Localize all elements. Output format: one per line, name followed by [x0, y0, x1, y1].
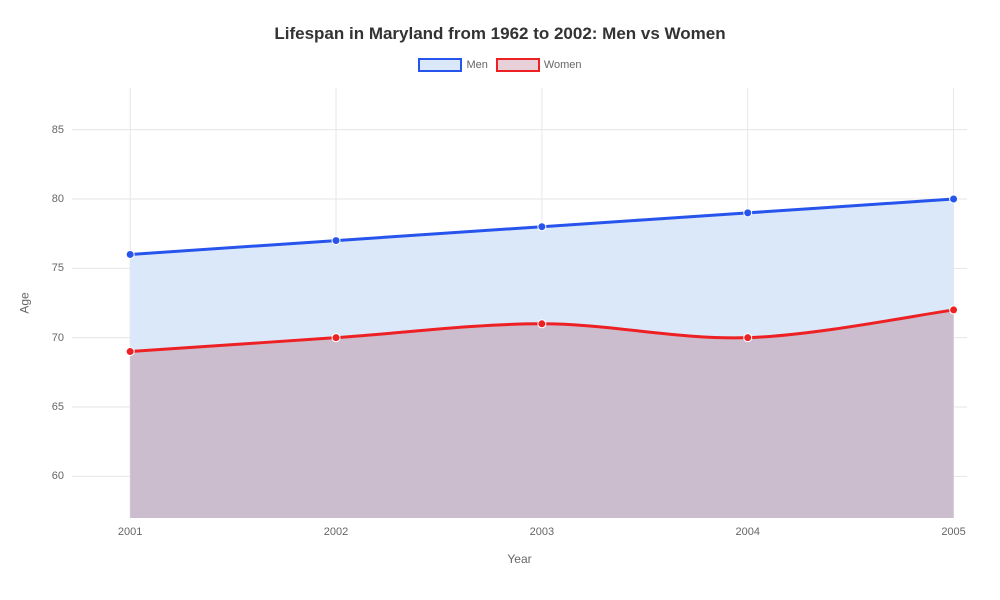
marker-men [332, 237, 340, 245]
x-tick-label: 2003 [512, 526, 572, 538]
x-tick-label: 2001 [100, 526, 160, 538]
y-tick-label: 80 [24, 193, 64, 205]
y-axis-label: Age [18, 292, 32, 313]
y-tick-label: 85 [24, 124, 64, 136]
legend-swatch-women [496, 58, 540, 72]
legend-label-women: Women [544, 59, 582, 71]
legend: Men Women [0, 58, 1000, 72]
marker-men [950, 195, 958, 203]
marker-women [744, 334, 752, 342]
marker-men [538, 223, 546, 231]
legend-swatch-men [418, 58, 462, 72]
marker-women [126, 348, 134, 356]
x-tick-label: 2004 [718, 526, 778, 538]
y-tick-label: 75 [24, 262, 64, 274]
x-axis-label: Year [507, 552, 531, 566]
y-tick-label: 60 [24, 470, 64, 482]
x-tick-label: 2002 [306, 526, 366, 538]
x-tick-label: 2005 [924, 526, 984, 538]
chart-title: Lifespan in Maryland from 1962 to 2002: … [0, 24, 1000, 44]
chart-svg [72, 88, 967, 518]
marker-women [332, 334, 340, 342]
plot-area [72, 88, 967, 518]
marker-men [744, 209, 752, 217]
legend-label-men: Men [466, 59, 487, 71]
marker-men [126, 250, 134, 258]
y-tick-label: 65 [24, 401, 64, 413]
legend-item-men: Men [418, 58, 487, 72]
legend-item-women: Women [496, 58, 582, 72]
marker-women [950, 306, 958, 314]
y-tick-label: 70 [24, 332, 64, 344]
marker-women [538, 320, 546, 328]
